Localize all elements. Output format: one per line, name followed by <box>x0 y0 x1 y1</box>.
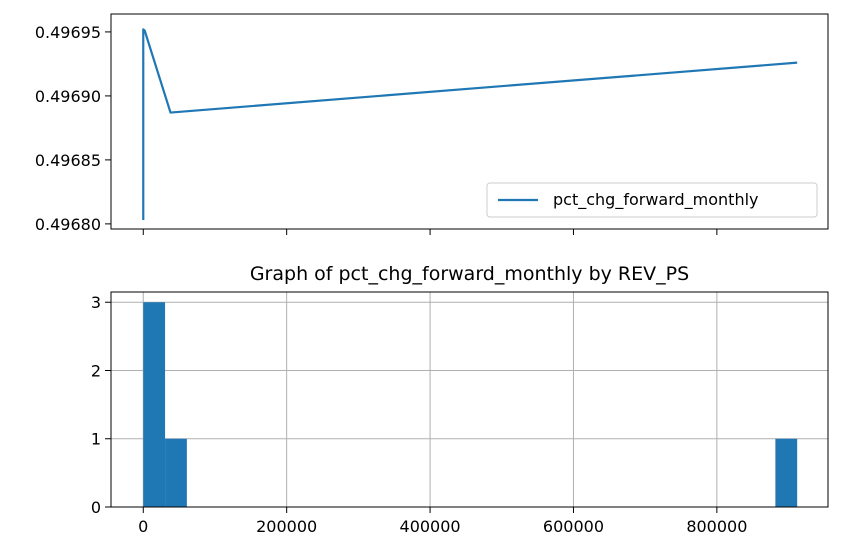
histogram-title: Graph of pct_chg_forward_monthly by REV_… <box>250 263 689 285</box>
x-tick-label: 400000 <box>400 517 461 536</box>
y-tick-label: 0.49695 <box>35 23 101 42</box>
x-tick-label: 0 <box>138 517 148 536</box>
legend-box <box>486 182 818 218</box>
histogram-grid <box>111 292 828 508</box>
y-tick-label: 0 <box>91 498 101 517</box>
legend-label: pct_chg_forward_monthly <box>553 190 759 210</box>
histogram-frame <box>110 291 829 508</box>
series-line-pct-chg-forward-monthly <box>142 28 798 221</box>
line-chart-x-axis <box>142 229 718 235</box>
histogram-bar <box>143 302 166 507</box>
y-tick-label: 0.49690 <box>35 87 101 106</box>
histogram-y-axis: 0 1 2 3 <box>91 293 111 517</box>
histogram-panel: Graph of pct_chg_forward_monthly by REV_… <box>91 263 829 536</box>
histogram-bar <box>775 438 798 507</box>
histogram-bars <box>143 302 798 507</box>
x-tick-label: 600000 <box>543 517 604 536</box>
y-tick-label: 2 <box>91 361 101 380</box>
line-chart-plot-area <box>142 28 798 221</box>
histogram-bar <box>165 438 187 507</box>
line-chart-panel: 0.49680 0.49685 0.49690 0.49695 pct_chg_for… <box>35 13 829 235</box>
y-tick-label: 3 <box>91 293 101 312</box>
y-tick-label: 1 <box>91 430 101 449</box>
line-chart-frame <box>110 13 829 230</box>
line-chart-legend: pct_chg_forward_monthly <box>486 182 818 218</box>
x-tick-label: 800000 <box>686 517 747 536</box>
line-chart-y-axis: 0.49680 0.49685 0.49690 0.49695 <box>35 23 111 234</box>
histogram-x-axis: 0 200000 400000 600000 800000 <box>138 507 747 536</box>
y-tick-label: 0.49685 <box>35 151 101 170</box>
y-tick-label: 0.49680 <box>35 215 101 234</box>
x-tick-label: 200000 <box>256 517 317 536</box>
